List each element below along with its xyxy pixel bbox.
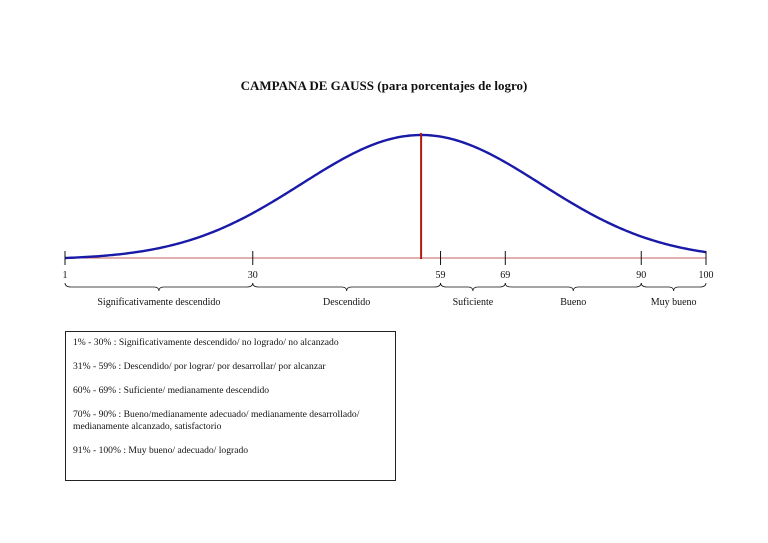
curve-layer bbox=[64, 133, 707, 260]
tick-label-59: 59 bbox=[436, 270, 446, 281]
gauss-chart: 1 30 59 69 90 100 Significativamente descendi… bbox=[63, 133, 714, 308]
range-brace-5 bbox=[640, 282, 707, 292]
range-label-1: Significativamente descendido bbox=[97, 297, 220, 308]
legend-entry-3: 60% - 69% : Suficiente/ medianamente des… bbox=[73, 385, 270, 396]
range-label-2: Descendido bbox=[323, 297, 370, 308]
legend-entry-1: 1% - 30% : Significativamente descendido… bbox=[73, 337, 339, 348]
bell-curve bbox=[64, 133, 707, 260]
legend-entry-4: 70% - 90% : Bueno/medianamente adecuado/… bbox=[73, 409, 360, 432]
tick-label-100: 100 bbox=[699, 270, 714, 281]
legend-entry-2: 31% - 59% : Descendido/ por lograr/ por … bbox=[73, 361, 326, 372]
range-label-5: Muy bueno bbox=[651, 297, 697, 308]
tick-label-69: 69 bbox=[500, 270, 510, 281]
range-brace-3 bbox=[440, 282, 506, 292]
legend-entry-5: 91% - 100% : Muy bueno/ adecuado/ lograd… bbox=[73, 445, 249, 456]
range-brace-4 bbox=[504, 282, 642, 292]
tick-label-90: 90 bbox=[636, 270, 646, 281]
range-label-4: Bueno bbox=[560, 297, 586, 308]
range-brace-1 bbox=[64, 282, 254, 292]
tick-label-1: 1 bbox=[63, 270, 68, 281]
tick-label-30: 30 bbox=[248, 270, 258, 281]
chart-title: CAMPANA DE GAUSS (para porcentajes de lo… bbox=[240, 78, 528, 93]
range-label-3: Suficiente bbox=[453, 297, 494, 308]
tick-layer: 1 30 59 69 90 100 bbox=[63, 251, 714, 281]
range-brace-2 bbox=[252, 282, 441, 292]
brace-layer: Significativamente descendido Descendido S… bbox=[64, 282, 707, 308]
legend-box: 1% - 30% : Significativamente descendido… bbox=[65, 331, 396, 481]
